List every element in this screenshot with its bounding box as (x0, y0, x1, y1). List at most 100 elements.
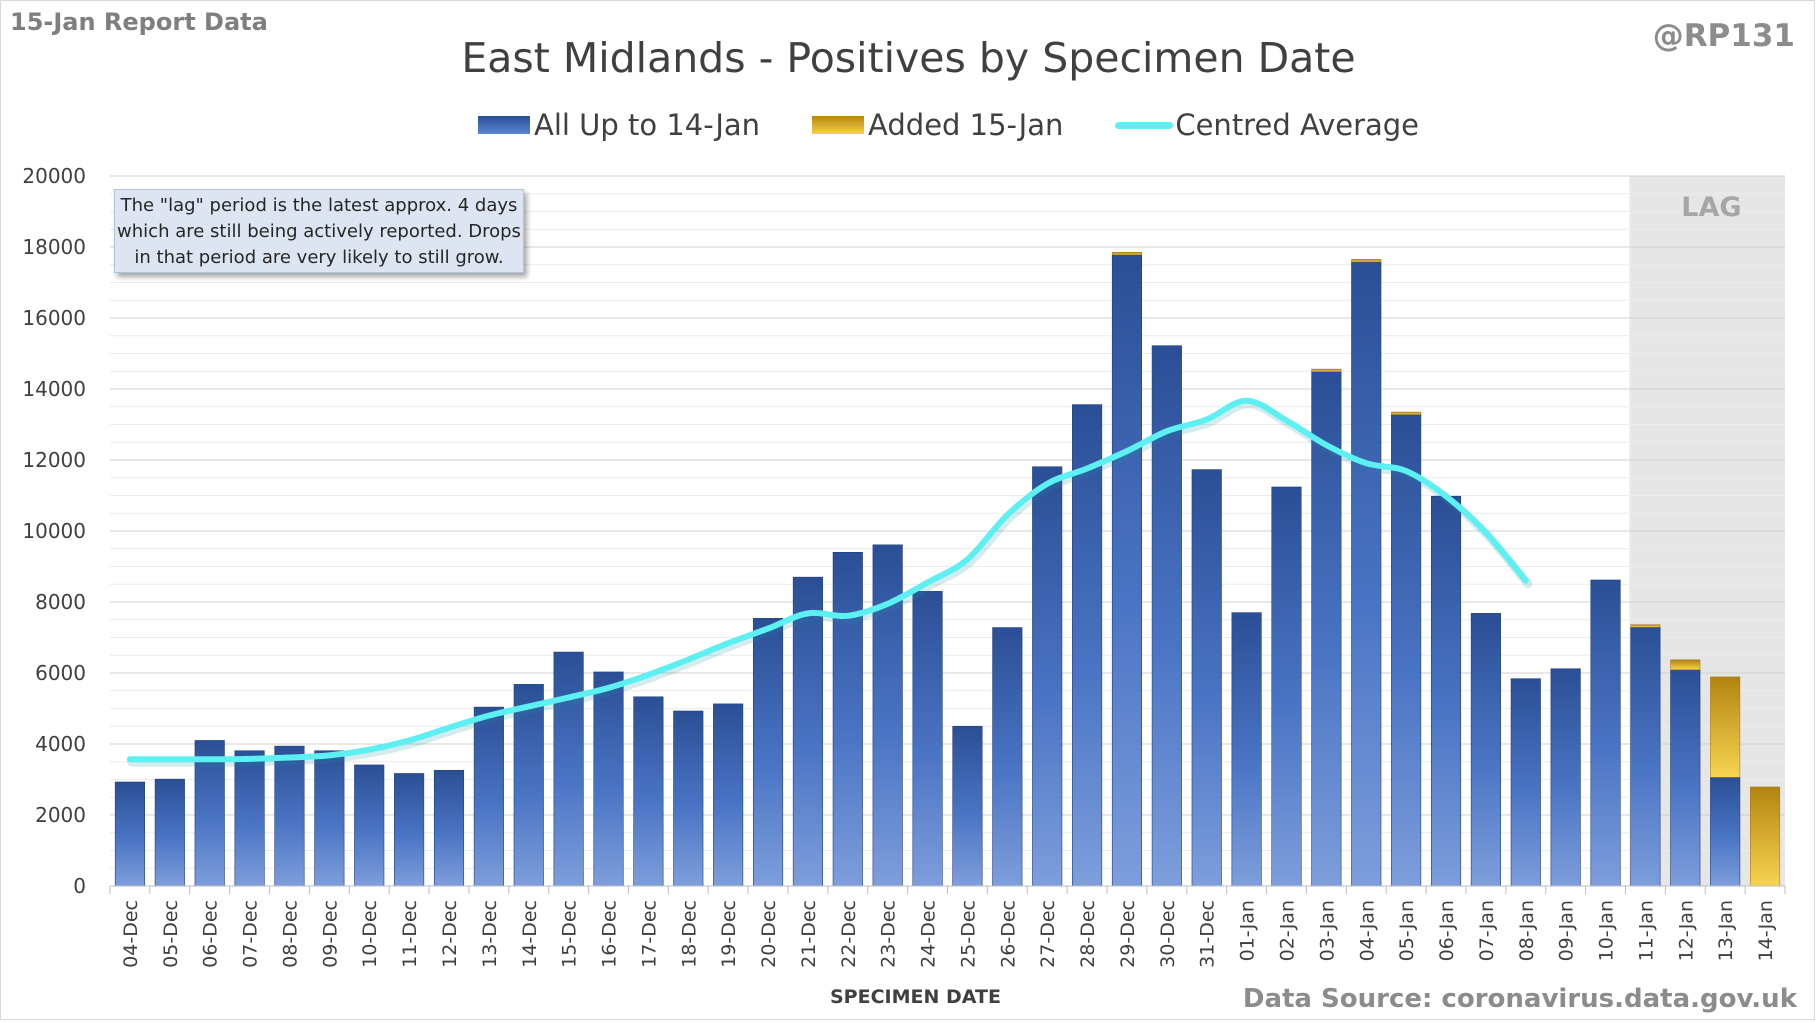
legend-item-all: All Up to 14-Jan (478, 108, 760, 142)
bar-all-26-Dec (992, 627, 1023, 887)
x-tick-label: 28-Dec (1077, 900, 1099, 968)
y-tick-label: 16000 (22, 306, 86, 330)
x-tick-label: 24-Dec (918, 900, 940, 968)
x-tick-label: 11-Jan (1635, 900, 1657, 961)
x-tick-label: 05-Jan (1396, 900, 1418, 961)
x-tick-label: 22-Dec (838, 900, 860, 968)
x-tick-label: 01-Jan (1237, 900, 1259, 961)
x-tick-label: 08-Jan (1516, 900, 1538, 961)
x-tick-label: 04-Dec (120, 900, 142, 968)
bar-all-05-Dec (154, 778, 185, 887)
y-tick-label: 14000 (22, 377, 86, 401)
bar-all-21-Dec (792, 576, 823, 887)
bar-all-19-Dec (713, 703, 744, 887)
bar-all-11-Jan (1630, 626, 1661, 887)
bar-all-27-Dec (1032, 466, 1063, 887)
bar-all-25-Dec (952, 725, 983, 887)
x-tick-label: 02-Jan (1276, 900, 1298, 961)
bar-all-08-Jan (1510, 678, 1541, 887)
x-tick-label: 27-Dec (1037, 900, 1059, 968)
bar-added-05-Jan (1391, 411, 1422, 415)
legend-label-average: Centred Average (1175, 108, 1420, 142)
data-source: Data Source: coronavirus.data.gov.uk (1242, 984, 1797, 1014)
bar-all-09-Jan (1550, 668, 1581, 887)
bar-all-10-Dec (354, 764, 385, 887)
legend-swatch-all (478, 116, 530, 134)
bar-all-20-Dec (752, 618, 784, 887)
bar-added-11-Jan (1630, 624, 1661, 628)
x-tick-label: 25-Dec (957, 900, 979, 968)
bar-added-03-Jan (1311, 368, 1342, 372)
y-tick-label: 0 (73, 874, 86, 898)
bar-all-28-Dec (1072, 404, 1103, 887)
bar-added-14-Jan (1750, 786, 1781, 887)
x-tick-label: 18-Dec (678, 900, 700, 968)
x-tick-label: 19-Dec (718, 900, 740, 968)
x-tick-label: 14-Dec (519, 900, 541, 968)
bar-all-24-Dec (912, 591, 943, 887)
bar-all-05-Jan (1391, 414, 1422, 887)
bar-added-04-Jan (1351, 259, 1382, 263)
x-tick-label: 13-Dec (479, 900, 501, 968)
legend-swatch-added (812, 116, 865, 134)
x-tick-label: 12-Jan (1675, 900, 1697, 961)
bar-all-11-Dec (394, 773, 425, 887)
legend-swatch-average (1115, 121, 1174, 129)
y-tick-label: 10000 (22, 519, 86, 543)
x-tick-label: 21-Dec (798, 900, 820, 968)
y-tick-label: 6000 (35, 661, 86, 685)
y-tick-label: 2000 (35, 803, 86, 827)
x-tick-label: 17-Dec (638, 900, 660, 968)
x-tick-label: 08-Dec (279, 900, 301, 968)
x-tick-label: 07-Dec (240, 900, 262, 968)
bar-all-13-Jan (1710, 777, 1741, 887)
bar-all-01-Jan (1231, 612, 1262, 887)
x-tick-label: 13-Jan (1715, 900, 1737, 961)
bar-all-29-Dec (1111, 254, 1143, 887)
y-tick-label: 20000 (22, 164, 86, 188)
bar-all-16-Dec (593, 671, 624, 887)
x-tick-label: 16-Dec (599, 900, 621, 968)
x-tick-label: 04-Jan (1356, 900, 1378, 961)
bar-added-29-Dec (1111, 252, 1142, 256)
bar-all-06-Jan (1430, 495, 1462, 887)
x-tick-label: 30-Dec (1157, 900, 1179, 968)
x-tick-label: 15-Dec (559, 900, 581, 968)
x-tick-label: 10-Jan (1596, 900, 1618, 961)
legend-item-added: Added 15-Jan (812, 108, 1063, 142)
bar-all-14-Dec (513, 684, 544, 887)
x-tick-label: 06-Jan (1436, 900, 1458, 961)
x-tick-label: 06-Dec (200, 900, 222, 968)
x-tick-label: 26-Dec (997, 900, 1019, 968)
bar-added-12-Jan (1670, 659, 1701, 671)
y-tick-label: 8000 (35, 590, 86, 614)
bar-all-18-Dec (673, 710, 704, 887)
bar-all-03-Jan (1311, 371, 1342, 887)
bar-all-06-Dec (194, 740, 225, 887)
bar-all-22-Dec (832, 551, 863, 887)
bar-all-02-Jan (1271, 486, 1302, 887)
bar-added-13-Jan (1710, 676, 1741, 778)
y-tick-label: 4000 (35, 732, 86, 756)
bar-all-08-Dec (274, 745, 305, 887)
bar-all-31-Dec (1191, 469, 1222, 887)
author-handle: @RP131 (1652, 18, 1795, 54)
bar-all-15-Dec (553, 651, 584, 887)
bar-all-04-Jan (1351, 261, 1382, 887)
average-line (126, 397, 1529, 763)
x-tick-label: 11-Dec (399, 900, 421, 968)
x-tick-label: 12-Dec (439, 900, 461, 968)
legend-item-average: Centred Average (1115, 108, 1419, 142)
x-axis-title: SPECIMEN DATE (830, 986, 1001, 1008)
x-tick-label: 05-Dec (160, 900, 182, 968)
chart-legend: All Up to 14-Jan Added 15-Jan Centred Av… (478, 106, 1471, 144)
y-tick-label: 18000 (22, 235, 86, 259)
legend-label-added: Added 15-Jan (868, 108, 1064, 142)
x-tick-label: 31-Dec (1197, 900, 1219, 968)
x-tick-label: 23-Dec (878, 900, 900, 968)
bar-all-17-Dec (633, 696, 664, 887)
x-tick-label: 20-Dec (758, 900, 780, 968)
bar-all-12-Dec (433, 769, 465, 887)
